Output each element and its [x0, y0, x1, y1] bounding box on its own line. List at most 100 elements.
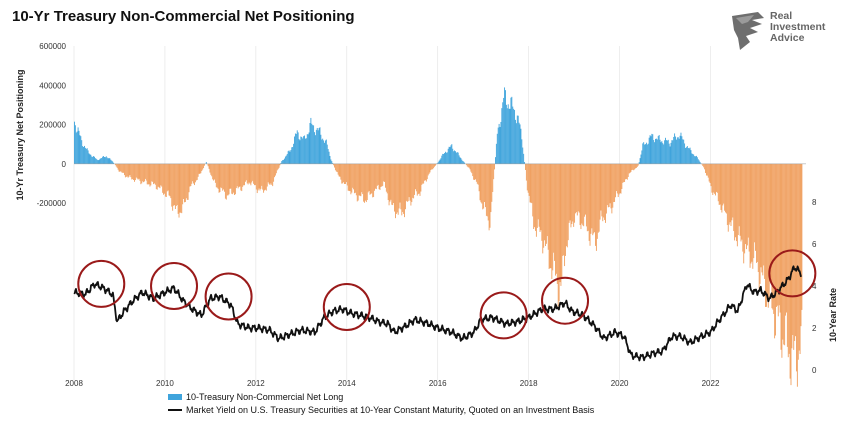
bar [300, 136, 302, 164]
bar [192, 163, 194, 182]
bar [266, 163, 268, 187]
bar [131, 163, 133, 180]
bar [556, 163, 558, 284]
bar [571, 163, 573, 225]
bar [593, 163, 595, 234]
bar [622, 163, 624, 183]
bar [484, 163, 486, 203]
bar [485, 163, 487, 216]
bar [524, 162, 526, 164]
bar [503, 97, 505, 164]
bar [130, 163, 132, 178]
bar [656, 139, 658, 164]
bar [105, 156, 107, 164]
bar [604, 163, 606, 220]
bar [291, 147, 293, 164]
positioning-bars [74, 87, 803, 387]
bar [257, 163, 259, 191]
bar [475, 163, 476, 180]
bar [564, 163, 566, 267]
bar [633, 163, 635, 171]
bar [770, 163, 772, 284]
bar [772, 163, 774, 310]
bar [431, 163, 433, 170]
bar [572, 163, 574, 222]
bar [655, 138, 657, 164]
bar [695, 155, 697, 164]
bar [149, 163, 151, 187]
bar [153, 163, 155, 185]
bar [625, 163, 626, 180]
bar [597, 163, 599, 233]
bar [667, 139, 669, 164]
bar [186, 163, 188, 200]
bar [211, 163, 213, 177]
bar [314, 135, 316, 164]
bar [299, 140, 301, 164]
bar [759, 163, 761, 284]
bar [466, 163, 468, 167]
bar [304, 135, 305, 164]
bar [164, 163, 165, 194]
bar [134, 163, 136, 181]
bar [109, 158, 111, 164]
bar [159, 163, 161, 189]
bar [405, 163, 407, 201]
bar [228, 163, 230, 195]
bar [682, 139, 684, 164]
bar [725, 163, 727, 214]
bar [509, 108, 511, 164]
bar [191, 163, 193, 184]
bar [235, 163, 237, 189]
bar [527, 163, 529, 193]
bar [574, 163, 576, 223]
bar [372, 163, 374, 198]
bar [286, 154, 288, 164]
bar [242, 163, 244, 187]
bar [415, 163, 417, 192]
bar [613, 163, 615, 203]
bar [683, 139, 685, 164]
bar [522, 147, 524, 164]
bar [769, 163, 771, 278]
bar [409, 163, 411, 201]
bar [301, 137, 303, 164]
bar [329, 155, 331, 164]
bar [97, 160, 99, 164]
bar [748, 163, 750, 252]
bar [214, 163, 215, 180]
bar [346, 163, 348, 186]
bar [138, 163, 140, 179]
bar [83, 146, 84, 164]
bar [784, 163, 786, 346]
bar [100, 158, 102, 164]
bar [582, 163, 584, 226]
bar [620, 163, 622, 194]
bar [376, 163, 378, 186]
bar [512, 106, 514, 164]
bar [89, 154, 91, 164]
bar [486, 163, 488, 217]
bar [436, 163, 438, 164]
bar [120, 163, 122, 172]
bar [548, 163, 550, 270]
bar [585, 163, 586, 215]
bar [644, 144, 646, 164]
bar [169, 163, 171, 197]
x-tick-label: 2008 [65, 379, 83, 388]
bar [209, 163, 211, 173]
bar [234, 163, 235, 196]
bar [565, 163, 566, 256]
bar [307, 134, 309, 164]
bar [326, 144, 328, 164]
bar [760, 163, 762, 268]
bar [791, 163, 793, 349]
bar [312, 125, 314, 164]
bar [704, 163, 706, 170]
bar [133, 163, 135, 180]
bar [738, 163, 740, 227]
bar [800, 163, 802, 327]
bar [121, 163, 123, 173]
bar [344, 163, 345, 184]
bar [448, 146, 450, 164]
